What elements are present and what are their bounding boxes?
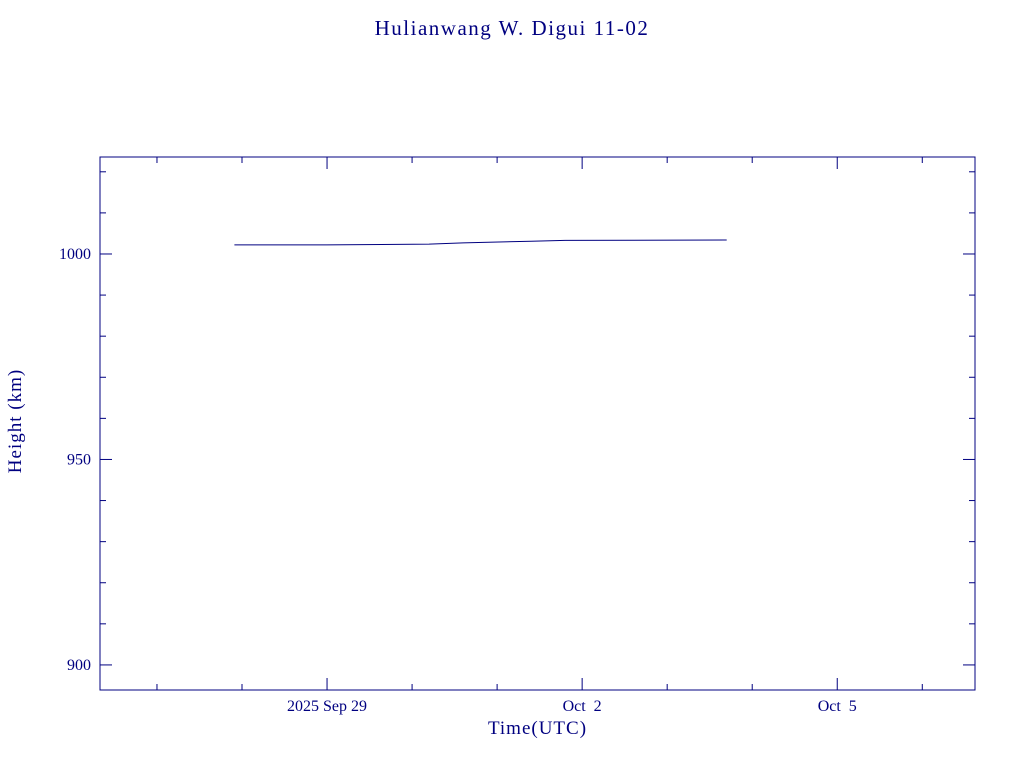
x-tick-label: Oct 2 [563,698,602,715]
y-tick-label: 900 [67,657,91,674]
x-axis-label: Time(UTC) [487,718,588,739]
data-line-height [234,239,727,246]
x-tick-label: Oct 5 [818,698,857,715]
x-tick-label: 2025 Sep 29 [287,698,367,715]
y-tick-label: 950 [67,451,91,468]
plot-border [99,156,976,691]
y-tick-label: 1000 [59,246,91,263]
chart-title: Hulianwang W. Digui 11-02 [374,16,650,40]
